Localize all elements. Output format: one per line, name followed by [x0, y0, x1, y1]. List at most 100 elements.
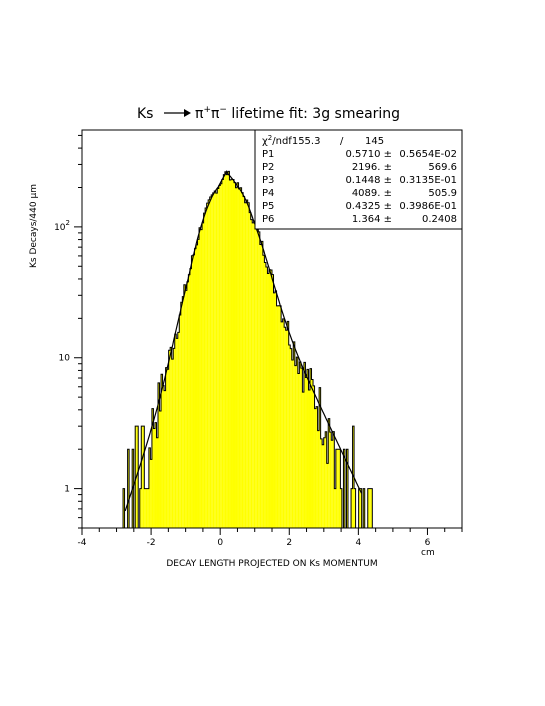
stats-ndf: 145 [365, 136, 384, 147]
histogram-bar [337, 449, 339, 528]
histogram-bar [194, 248, 196, 528]
histogram-bar [338, 449, 341, 528]
x-tick-label: 6 [425, 538, 431, 548]
histogram-bar [209, 197, 212, 529]
histogram-bar [314, 408, 317, 528]
histogram-bar [196, 244, 198, 528]
histogram-bar [250, 219, 253, 528]
stats-params: P1 0.5710 ± 0.5654E-02 P2 2196. ± 569.6 P3 0.14… [262, 149, 457, 225]
histogram-bar [351, 488, 353, 528]
histogram-bar [331, 440, 333, 528]
histogram-bar [267, 273, 269, 528]
histogram-bar [226, 174, 228, 529]
histogram-bar [287, 321, 289, 528]
histogram-bar [180, 302, 183, 528]
histogram-bar [272, 274, 274, 528]
histogram-bar [136, 426, 139, 528]
histogram-bar [241, 192, 244, 528]
stats-box: χ2/ndf155.3 / 145 P1 0.5710 ± 0.5654E-02 P2… [254, 129, 463, 230]
histogram-bar [139, 488, 142, 528]
histogram-bar [343, 449, 345, 528]
stats-param-name: P1 [262, 149, 274, 160]
histogram-bar [328, 418, 330, 528]
histogram-bar [296, 357, 298, 528]
histogram-bar [148, 447, 151, 528]
histogram-bar [186, 281, 189, 528]
histogram-bar [340, 488, 342, 528]
y-tick-label: 10 [59, 354, 71, 364]
histogram-bar [170, 347, 172, 528]
histogram-bar [153, 428, 155, 528]
histogram-bar [247, 202, 250, 529]
stats-box-frame [254, 129, 463, 230]
x-axis-label: DECAY LENGTH PROJECTED ON Ks MOMENTUM [166, 559, 377, 569]
stats-param-name: P6 [262, 214, 274, 225]
histogram-bar [252, 222, 254, 529]
histogram-bar [238, 188, 241, 528]
histogram-bar [183, 284, 186, 528]
stats-param-value: 4089. ± [352, 188, 392, 199]
stats-slash: / [340, 136, 344, 147]
stats-param-name: P4 [262, 188, 274, 199]
histogram-bar [306, 369, 309, 528]
histogram-bar [329, 432, 332, 528]
histogram-bar [200, 229, 203, 528]
x-tick-label: -2 [147, 538, 156, 548]
plot-area [120, 170, 379, 529]
histogram-bar [199, 227, 201, 528]
histogram-bar [334, 488, 336, 528]
histogram-bar [282, 318, 285, 528]
histogram-bar [370, 488, 373, 528]
histogram-bar [278, 305, 280, 528]
stats-param-error: 569.6 [428, 162, 457, 173]
histogram-bar [147, 488, 149, 528]
histogram-bar [142, 426, 145, 528]
histogram-bar [189, 268, 192, 528]
histogram-bar [224, 171, 227, 528]
histogram-bar [273, 292, 276, 528]
histogram-bar [173, 348, 175, 528]
histogram-bar [319, 387, 321, 528]
histogram-bar [202, 222, 204, 528]
histogram-bar [221, 179, 224, 528]
histogram-bar [192, 254, 195, 528]
stats-param-error: 0.3135E-01 [399, 175, 457, 186]
histogram-bar [300, 368, 303, 528]
histogram-bar [243, 196, 245, 528]
histogram-bar [176, 338, 178, 528]
histogram-bar [150, 459, 152, 528]
histogram-bar [297, 373, 300, 528]
stats-param-value: 0.4325 ± [345, 201, 392, 212]
histogram-bar [281, 321, 283, 528]
stats-param-value: 2196. ± [352, 162, 392, 173]
histogram-bar [165, 367, 168, 528]
histogram-bar [316, 406, 318, 528]
histogram-bar [167, 369, 169, 528]
histogram-bar [279, 305, 282, 528]
histogram-bar [220, 183, 222, 528]
histogram-bar [162, 385, 165, 528]
histogram-bar [179, 314, 181, 528]
histogram-bar [276, 305, 279, 528]
histogram-bar [234, 182, 236, 528]
histogram-bar [158, 382, 160, 528]
stats-param-error: 0.5654E-02 [399, 149, 457, 160]
stats-param-name: P3 [262, 175, 274, 186]
histogram-bar [358, 488, 361, 528]
x-axis: -4 -2 0 2 4 6 [78, 528, 463, 548]
histogram-bar [237, 182, 239, 528]
histogram-bar [259, 244, 262, 528]
histogram-bar [268, 269, 271, 528]
histogram-bar [127, 449, 130, 528]
histogram-bar [335, 449, 338, 528]
histogram-bar [322, 444, 324, 528]
histogram-bar [218, 185, 221, 528]
histogram-bar [326, 463, 329, 528]
histogram-bar [302, 392, 304, 528]
stats-param-error: 0.2408 [422, 214, 457, 225]
fit-curve [124, 170, 363, 512]
histogram-bar [240, 187, 242, 528]
histogram-bar [168, 350, 171, 528]
histogram-bar [291, 359, 294, 528]
